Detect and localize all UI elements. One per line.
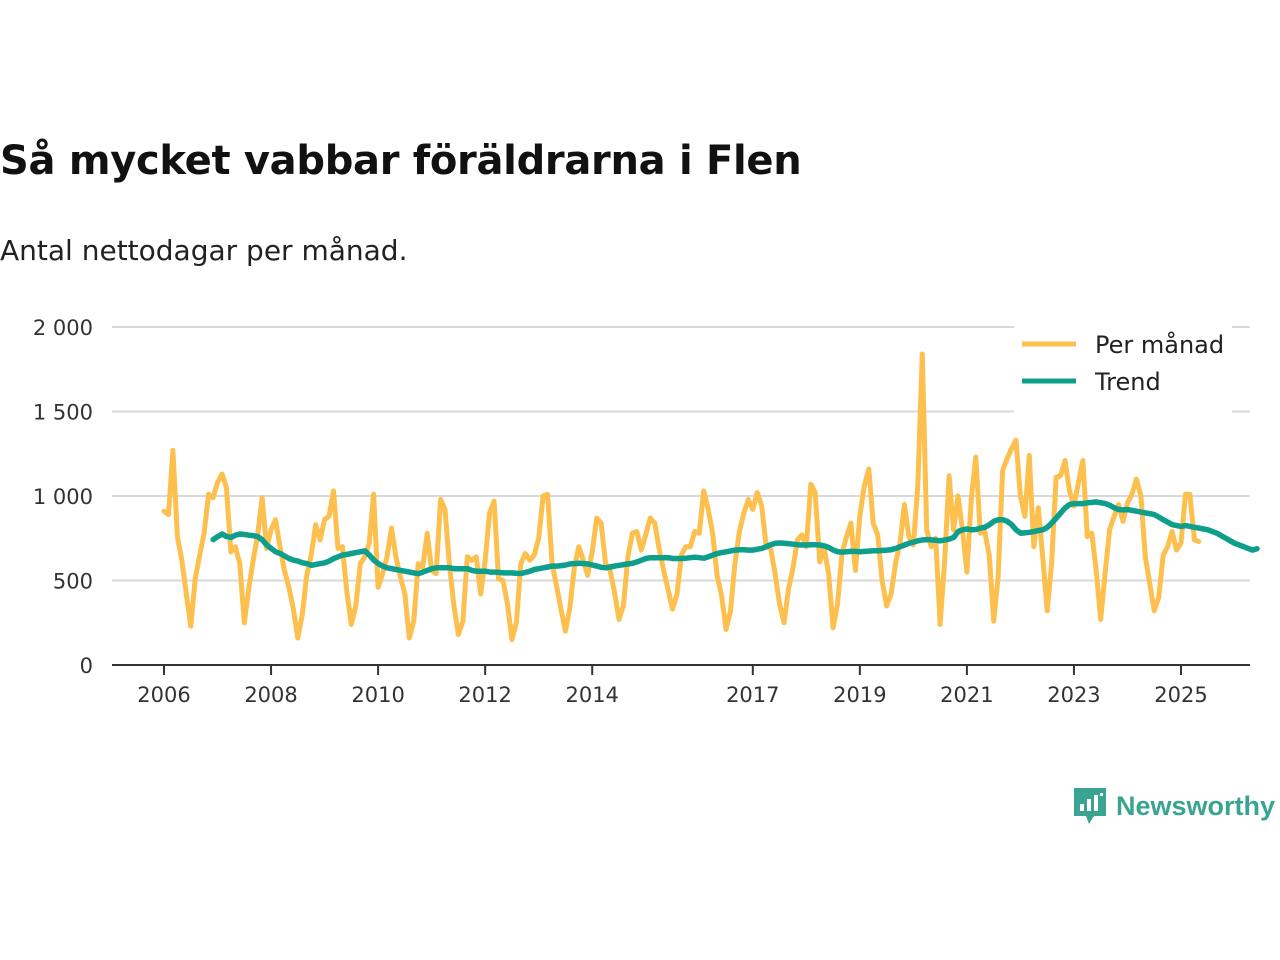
x-tick-label-2008: 2008: [244, 683, 297, 707]
x-tick-label-2017: 2017: [726, 683, 779, 707]
x-tick-label-2025: 2025: [1154, 683, 1207, 707]
y-tick-label-2000: 2 000: [33, 316, 93, 340]
series-line-per-manad: [161, 351, 1202, 643]
line-chart: 0 500 1 000 1 500 2 000 2006 2008 2010 2012 2014…: [33, 316, 1260, 707]
series-line-trend: [210, 499, 1260, 577]
x-tick-label-2021: 2021: [940, 683, 993, 707]
y-tick-label-1500: 1 500: [33, 401, 93, 425]
newsworthy-logo: Newsworthy: [1072, 786, 1275, 826]
newsworthy-logo-text: Newsworthy: [1116, 790, 1276, 821]
legend-background: [1014, 324, 1232, 414]
legend-label-trend: Trend: [1094, 368, 1161, 396]
x-tick-label-2014: 2014: [565, 683, 618, 707]
legend: Per månad Trend: [1014, 324, 1232, 414]
chart-title: Så mycket vabbar föräldrarna i Flen: [0, 138, 802, 184]
x-axis-ticks: 2006 2008 2010 2012 2014 2017 2019 2021 2023 2025: [137, 665, 1208, 707]
x-tick-label-2012: 2012: [458, 683, 511, 707]
x-tick-label-2010: 2010: [351, 683, 404, 707]
series-lines: [161, 351, 1260, 643]
y-tick-label-0: 0: [80, 654, 93, 678]
y-tick-label-1000: 1 000: [33, 485, 93, 509]
x-tick-label-2023: 2023: [1047, 683, 1100, 707]
chart-subtitle: Antal nettodagar per månad.: [0, 234, 408, 267]
x-tick-label-2006: 2006: [137, 683, 190, 707]
x-tick-label-2019: 2019: [833, 683, 886, 707]
y-axis-ticks: 0 500 1 000 1 500 2 000: [33, 316, 93, 678]
legend-label-per-manad: Per månad: [1095, 330, 1224, 359]
y-tick-label-500: 500: [53, 570, 93, 594]
newsworthy-logo-icon: [1074, 788, 1106, 824]
